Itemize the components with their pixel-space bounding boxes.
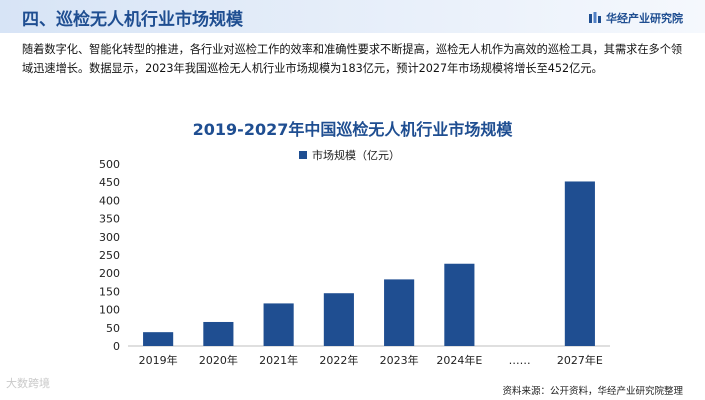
y-tick-label: 250 [99,249,120,262]
page-title: 四、巡检无人机行业市场规模 [22,10,243,30]
source-note: 资料来源：公开资料，华经产业研究院整理 [502,386,683,397]
chart-legend: 市场规模（亿元） [299,147,400,163]
x-tick-label: 2023年 [380,353,419,367]
bar [384,279,415,346]
y-tick-label: 300 [99,231,120,244]
x-tick-label: 2019年 [139,353,178,367]
brand-name: 华经产业研究院 [606,12,683,25]
y-tick-label: 350 [99,213,120,226]
x-tick-label: 2020年 [199,353,238,367]
bar [143,332,174,346]
legend-swatch [299,151,307,159]
brand-logo-icon [589,12,601,23]
bar [444,263,475,346]
y-tick-label: 150 [99,285,120,298]
legend-label: 市场规模（亿元） [312,149,400,162]
bar [263,303,294,346]
bar [203,321,234,346]
y-tick-label: 0 [113,340,120,353]
chart-title: 2019-2027年中国巡检无人机行业市场规模 [192,120,513,139]
x-tick-label: 2022年 [319,353,358,367]
y-tick-label: 400 [99,194,120,207]
y-tick-label: 100 [99,304,120,317]
y-tick-label: 500 [99,158,120,171]
bar [564,181,595,346]
y-tick-label: 50 [106,322,120,335]
y-tick-label: 200 [99,267,120,280]
watermark: 大数跨境 [6,377,50,390]
brand: 华经产业研究院 [589,10,683,26]
x-tick-label: 2021年 [259,353,298,367]
y-tick-label: 450 [99,176,120,189]
intro-paragraph: 随着数字化、智能化转型的推进，各行业对巡检工作的效率和准确性要求不断提高，巡检无… [22,43,683,75]
bar [323,293,354,346]
x-tick-label: …… [509,354,531,367]
x-tick-label: 2027年E [557,353,603,367]
header-bar: 四、巡检无人机行业市场规模 华经产业研究院 [0,0,705,33]
x-tick-label: 2024年E [436,353,482,367]
